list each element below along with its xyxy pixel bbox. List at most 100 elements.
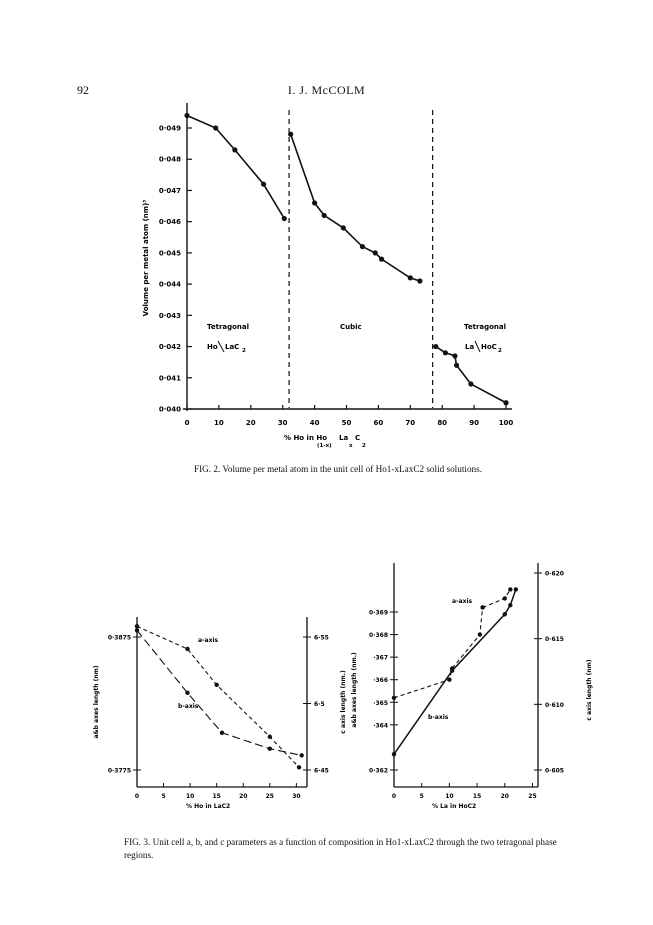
fig2-data-point	[213, 125, 219, 131]
fig2-x-tick-label: 80	[437, 419, 447, 427]
fig3b-data-point	[447, 677, 452, 682]
fig3b-a-axis-label: a-axis	[452, 598, 473, 605]
fig3b-data-point	[508, 603, 513, 608]
fig2-x-axis-label: % Ho in Ho (1-x) La x C 2	[284, 434, 366, 449]
fig3a-series-line	[136, 625, 300, 768]
fig3b-data-point	[513, 587, 519, 592]
fig3b-series-line	[393, 607, 484, 699]
fig3b-left-tick-label: ·364	[373, 722, 388, 729]
fig2-xlabel-sub-1: (1-x)	[317, 443, 332, 449]
fig3a-x-tick-label: 25	[266, 793, 274, 800]
fig2-data-point	[281, 215, 287, 222]
fig3a-data-point	[214, 682, 219, 688]
fig2-x-ticks: 0 10 20 30 40 50 60 70 80 90 100	[185, 405, 514, 427]
fig2-x-tick-label: 30	[278, 419, 288, 427]
fig2-axes	[183, 103, 512, 411]
region-label: Cubic	[340, 323, 362, 331]
figure-2-chart: 0·040 0·041 0·042 0·043 0·044 0·045 0·046 0·047…	[142, 103, 514, 449]
fig2-data-point	[417, 278, 423, 284]
fig3a-data-point	[296, 765, 302, 770]
fig3b-data-point	[477, 632, 483, 637]
fig3b-right-tick-label: 0·610	[545, 702, 564, 709]
region-label: Tetragonal	[207, 323, 249, 331]
fig2-x-tick-label: 90	[469, 419, 479, 427]
fig2-data-point	[312, 200, 318, 206]
fig3a-x-tick-label: 0	[135, 793, 139, 800]
fig3a-y-left-label: a&b axes length (nm)	[93, 665, 100, 739]
fig2-xlabel-main: % Ho in Ho	[284, 434, 327, 442]
region-formula-b: LaC	[225, 343, 239, 351]
region-label: Tetragonal	[464, 323, 506, 331]
fig2-x-tick-label: 0	[185, 419, 190, 427]
fig2-xlabel-la: La	[339, 434, 348, 442]
fig2-data-point	[452, 353, 458, 359]
fig3b-x-label: % La in HoC2	[432, 803, 476, 810]
fig3a-right-tick-label: 6·5	[314, 701, 325, 708]
fig3b-x-tick-label: 25	[528, 793, 536, 800]
page-number: 92	[77, 83, 89, 97]
fig3b-data-point	[508, 587, 513, 592]
fig3b-left-tick-label: ·367	[373, 655, 388, 662]
fig2-y-tick-label: 0·040	[159, 406, 181, 414]
region-formula-a: Ho	[207, 343, 218, 351]
fig2-x-tick-label: 60	[374, 419, 384, 427]
fig2-y-tick-label: 0·048	[159, 156, 181, 164]
fig3a-x-tick-label: 30	[292, 793, 300, 800]
fig3a-frame	[136, 617, 308, 788]
fig2-xlabel-sub-x: x	[349, 443, 353, 449]
fig2-data-point	[260, 181, 267, 187]
fig3b-x-tick-label: 15	[473, 793, 481, 800]
running-head: I. J. McCOLM	[287, 83, 366, 97]
fig3b-left-tick-label: 0·362	[369, 768, 388, 775]
fig2-xlabel-c: C	[355, 434, 360, 442]
fig3b-series-line	[393, 589, 517, 755]
fig2-data-point	[433, 343, 439, 350]
fig2-y-tick-label: 0·045	[159, 249, 181, 257]
fig2-data-point	[407, 275, 413, 281]
fig3b-data-point	[480, 605, 485, 610]
fig2-x-tick-label: 50	[342, 419, 352, 427]
fig2-x-tick-label: 100	[499, 419, 514, 427]
fig2-data-point	[288, 131, 294, 137]
fig3b-data-point	[391, 695, 397, 700]
fig2-y-axis-label: Volume per metal atom (nm)³	[142, 200, 150, 317]
fig2-data-point	[378, 256, 385, 262]
fig2-data-point	[321, 212, 327, 219]
fig3a-x-tick-label: 10	[186, 793, 194, 800]
fig2-points	[184, 112, 509, 406]
region-formula-sub: 2	[498, 348, 502, 354]
fig2-x-tick-label: 70	[405, 419, 415, 427]
fig3b-ticks: 0 5 10 15 20 25 0·369 0·368 ·367 ·366 ·365 ·364 0·36…	[369, 571, 564, 801]
region-formula-b: HoC	[481, 343, 497, 351]
fig3a-x-label: % Ho in LaC2	[186, 803, 230, 810]
fig3a-data-point	[267, 734, 273, 739]
fig3b-x-tick-label: 5	[420, 793, 424, 800]
fig3b-left-tick-label: 0·368	[369, 632, 388, 639]
fig2-data-point	[232, 147, 238, 153]
fig3a-a-axis-label: a-axis	[198, 637, 219, 644]
fig3b-frame	[393, 563, 539, 788]
region-divider	[217, 340, 225, 353]
fig2-x-tick-label: 40	[310, 419, 320, 427]
fig3a-data-point	[185, 690, 190, 696]
fig2-y-tick-label: 0·047	[159, 187, 181, 195]
fig3a-data-point	[219, 730, 225, 735]
fig3b-right-tick-label: 0·615	[545, 636, 564, 643]
fig3b-left-tick-label: ·365	[373, 700, 388, 707]
fig3b-points	[391, 587, 519, 757]
fig2-y-tick-label: 0·041	[159, 374, 181, 382]
fig2-data-point	[503, 400, 509, 406]
fig2-y-tick-label: 0·042	[159, 343, 181, 351]
fig2-y-tick-label: 0·049	[159, 125, 181, 133]
fig2-y-tick-label: 0·043	[159, 312, 181, 320]
fig3a-data-point	[185, 646, 190, 652]
region-divider	[474, 340, 481, 353]
figure-2-caption: FIG. 2. Volume per metal atom in the uni…	[193, 464, 482, 474]
fig2-region-cubic: Cubic	[340, 323, 362, 331]
fig3a-data-point	[267, 746, 273, 751]
fig2-x-tick-label: 10	[214, 419, 224, 427]
fig2-x-tick-label: 20	[246, 419, 256, 427]
fig3a-x-tick-label: 15	[213, 793, 221, 800]
fig3a-b-axis-label: b-axis	[178, 703, 199, 710]
fig3b-left-tick-label: ·366	[373, 677, 388, 684]
